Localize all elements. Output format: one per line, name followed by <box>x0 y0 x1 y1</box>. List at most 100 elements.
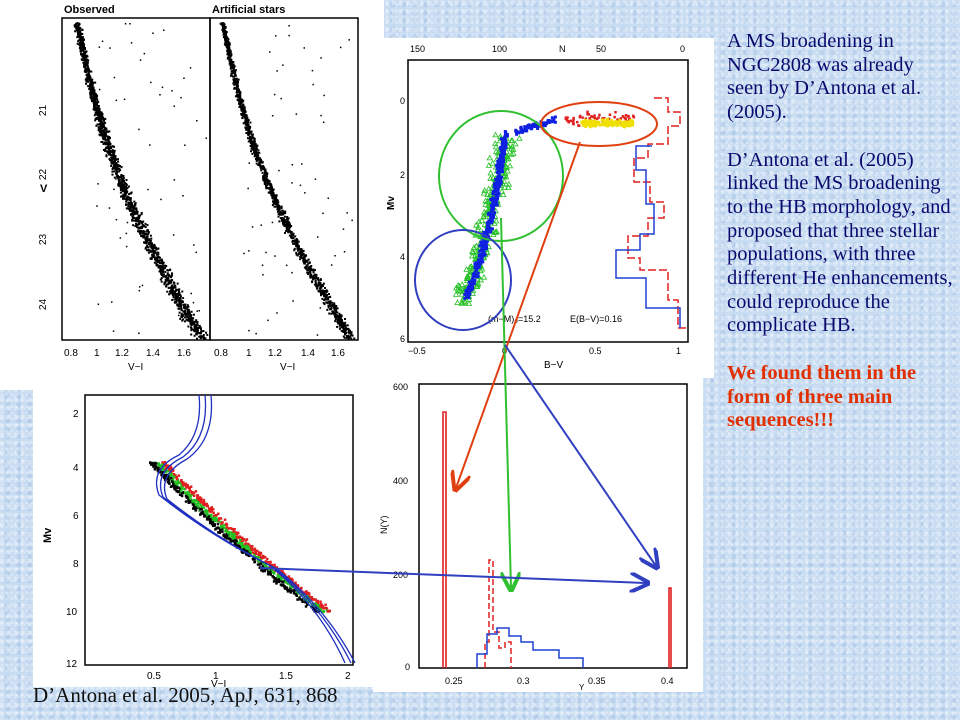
star-point <box>282 218 285 220</box>
green-star-point <box>503 173 510 180</box>
star-point <box>238 100 240 103</box>
field-star-point <box>295 113 298 115</box>
star-point <box>124 197 127 200</box>
star-point <box>302 253 305 255</box>
model-star-point <box>241 536 244 540</box>
star-point <box>133 217 136 219</box>
star-point <box>92 97 95 100</box>
star-point <box>87 68 90 71</box>
star-point <box>98 115 101 118</box>
yellow-hb-point <box>587 123 591 127</box>
star-point <box>292 236 295 239</box>
model-star-point <box>289 591 292 594</box>
star-point <box>156 259 159 262</box>
green-star-point <box>480 273 488 280</box>
model-star-point <box>199 507 202 511</box>
star-point <box>188 319 190 322</box>
star-point <box>250 147 253 150</box>
star-point <box>180 312 183 315</box>
helium-histogram-panel: 600 400 200 0 N(Y) 0.25 0.3 0.35 0.4 Y <box>373 372 703 692</box>
star-point <box>281 209 284 212</box>
blue-star-point <box>495 184 499 188</box>
ytick-23: 23 <box>38 233 49 245</box>
star-point <box>75 26 78 29</box>
star-point <box>196 330 199 333</box>
star-point <box>239 101 242 104</box>
model-star-point <box>261 570 265 573</box>
star-point <box>228 45 231 48</box>
field-star-point <box>173 179 176 181</box>
model-star-point <box>177 474 181 477</box>
model-star-point <box>229 540 232 543</box>
star-point <box>262 175 265 178</box>
model-star-point <box>236 532 240 535</box>
star-point <box>113 151 116 154</box>
star-point <box>154 251 157 254</box>
star-point <box>76 30 79 33</box>
blue-star-point <box>488 227 492 231</box>
model-star-point <box>194 503 198 507</box>
star-point <box>139 232 142 235</box>
model-star-point <box>263 569 266 572</box>
star-point <box>232 69 235 71</box>
star-point <box>105 150 108 153</box>
star-point <box>161 274 164 276</box>
star-point <box>161 260 164 263</box>
blue-star-point <box>497 176 501 180</box>
red-hb-point <box>601 117 604 120</box>
model-star-point <box>233 542 237 545</box>
star-point <box>281 217 284 219</box>
blue-star-point <box>496 168 500 172</box>
model-star-point <box>153 462 156 465</box>
field-star-point <box>334 255 336 257</box>
blue-star-point <box>471 276 475 280</box>
star-point <box>312 275 315 277</box>
star-point <box>114 166 117 168</box>
bl-xtick-2: 2 <box>345 671 351 682</box>
star-point <box>110 156 113 159</box>
model-star-point <box>220 523 224 527</box>
star-point <box>292 242 295 245</box>
lower-ms-to-high-y-arrow <box>504 344 656 566</box>
model-star-point <box>179 489 183 493</box>
yellow-hb-point <box>592 124 596 128</box>
blue-star-point <box>482 248 486 252</box>
star-point <box>80 53 83 55</box>
star-point <box>242 99 245 102</box>
star-point <box>319 279 322 281</box>
star-point <box>280 206 283 209</box>
star-point <box>256 151 259 154</box>
blue-star-point <box>471 272 475 276</box>
green-star-point <box>486 154 493 161</box>
yellow-hb-point <box>597 120 600 124</box>
star-point <box>125 203 128 206</box>
field-star-point <box>243 107 246 109</box>
blue-star-point <box>526 124 530 128</box>
green-star-point <box>493 217 500 224</box>
star-point <box>233 65 236 68</box>
model-star-point <box>226 532 230 535</box>
star-point <box>89 93 92 96</box>
model-star-point <box>212 516 216 519</box>
star-point <box>111 170 114 173</box>
blue-star-point <box>479 240 483 244</box>
star-point <box>102 122 105 125</box>
blue-star-point <box>486 212 490 216</box>
model-star-point <box>182 483 186 486</box>
star-point <box>106 146 109 149</box>
model-star-point <box>191 500 194 503</box>
field-star-point <box>123 98 126 101</box>
star-point <box>267 191 270 194</box>
star-point <box>270 183 273 186</box>
blue-star-point <box>527 126 531 130</box>
model-star-point <box>220 527 224 531</box>
yellow-hb-point <box>603 120 607 124</box>
model-star-point <box>256 549 259 553</box>
star-point <box>124 190 127 193</box>
star-point <box>78 22 81 25</box>
star-point <box>103 131 106 134</box>
model-star-point <box>281 576 284 580</box>
star-point <box>156 257 159 260</box>
star-point <box>241 114 244 117</box>
blue-star-point <box>489 198 493 201</box>
